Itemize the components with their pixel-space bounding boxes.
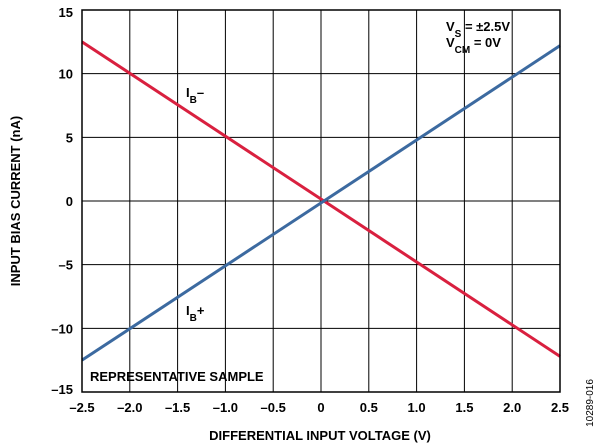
x-tick-label: –2.5 <box>69 400 94 415</box>
condition-vcm: VCM = 0V <box>446 35 501 56</box>
y-tick-label: 0 <box>66 194 73 209</box>
y-tick-label: 5 <box>66 130 73 145</box>
y-tick-label: –10 <box>51 321 73 336</box>
x-tick-label: 0.5 <box>360 400 378 415</box>
figure-id: 10289-016 <box>585 379 596 427</box>
y-tick-label: –15 <box>51 382 73 397</box>
x-axis-title: DIFFERENTIAL INPUT VOLTAGE (V) <box>209 428 431 443</box>
tick-labels: –2.5 –2.0 –1.5 –1.0 –0.5 0 0.5 1.0 1.5 2.0 2.5 15 10… <box>51 5 569 415</box>
x-tick-label: 1.0 <box>408 400 426 415</box>
plot-frame <box>81 9 561 393</box>
x-tick-label: 2.5 <box>551 400 569 415</box>
series-line-ib-plus <box>81 44 561 362</box>
x-tick-label: –1.0 <box>213 400 238 415</box>
x-tick-label: 2.0 <box>503 400 521 415</box>
sample-note: REPRESENTATIVE SAMPLE <box>90 369 264 384</box>
series-label-ib-minus: IB– <box>186 85 204 106</box>
series-layer <box>81 40 561 362</box>
x-tick-label: –1.5 <box>165 400 190 415</box>
series-label-ib-plus: IB+ <box>186 303 205 324</box>
x-tick-label: 0 <box>317 400 324 415</box>
y-tick-label: –5 <box>59 258 73 273</box>
y-tick-label: 10 <box>59 67 73 82</box>
grid <box>81 9 561 393</box>
x-tick-label: –2.0 <box>117 400 142 415</box>
series-line-ib-minus <box>81 40 561 358</box>
condition-vs: VS = ±2.5V <box>446 19 510 40</box>
x-tick-label: 1.5 <box>455 400 473 415</box>
x-tick-label: –0.5 <box>261 400 286 415</box>
y-tick-label: 15 <box>59 5 73 20</box>
y-axis-title: INPUT BIAS CURRENT (nA) <box>8 116 23 286</box>
